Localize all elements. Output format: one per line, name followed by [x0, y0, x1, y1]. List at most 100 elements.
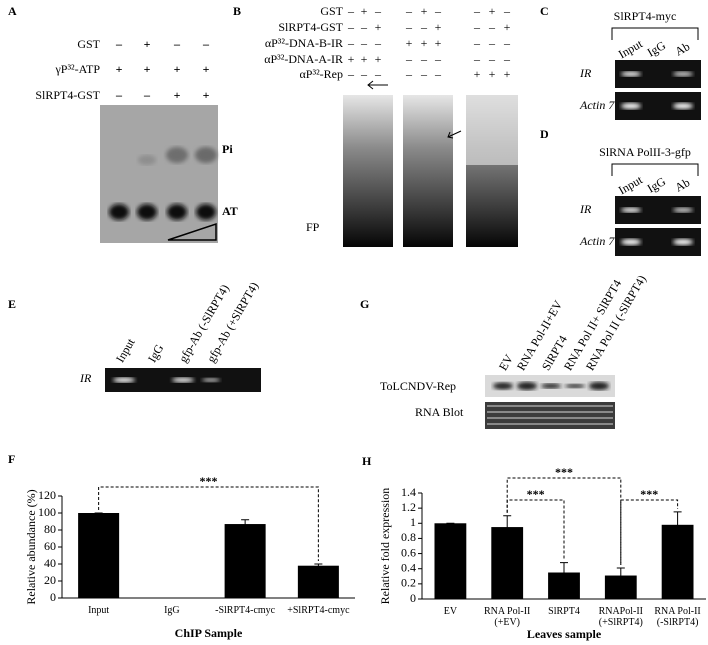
- gel-band: [541, 383, 561, 389]
- sign: –: [347, 67, 355, 81]
- sign: –: [347, 4, 355, 18]
- sign: –: [473, 4, 481, 18]
- sign: –: [488, 52, 496, 66]
- sign: +: [421, 4, 428, 18]
- gel-band: [621, 71, 641, 77]
- sign: –: [405, 67, 413, 81]
- gel-band: [621, 103, 641, 109]
- x-tick-label: RNA Pol-II (-SlRPT4): [654, 606, 701, 628]
- error-bar: [314, 563, 323, 568]
- gel-band: [589, 382, 609, 390]
- sign: –: [374, 4, 382, 18]
- arrow: [447, 130, 462, 139]
- sign: –: [434, 52, 442, 66]
- sign: –: [347, 20, 355, 34]
- y-tick-label: 0.8: [401, 530, 416, 544]
- sign: –: [420, 52, 428, 66]
- sign: +: [375, 52, 382, 66]
- row-label: IR: [579, 202, 592, 216]
- x-tick-label: RNAPol-II (+SlRPT4): [598, 606, 644, 628]
- sign: –: [202, 37, 210, 51]
- error-bar: [560, 562, 568, 583]
- sign: –: [473, 52, 481, 66]
- x-tick-label: IgG: [164, 605, 180, 616]
- y-tick-label: 0: [50, 590, 56, 604]
- sign: –: [405, 20, 413, 34]
- sign: +: [375, 20, 382, 34]
- bar: [297, 565, 339, 598]
- gel-band: [137, 204, 157, 220]
- sign: –: [434, 4, 442, 18]
- x-tick-label: Input: [88, 605, 110, 616]
- lane-label: Ab: [673, 175, 693, 194]
- sign: –: [503, 4, 511, 18]
- panel-header: SlRPT4-myc: [614, 9, 677, 23]
- y-axis-label: Relative abundance (%): [24, 489, 38, 604]
- gel-band: [195, 147, 217, 163]
- significance-label: ***: [640, 487, 658, 501]
- panel-label: G: [360, 297, 369, 311]
- gradient-triangle: [167, 222, 217, 241]
- significance-bracket: [506, 499, 565, 560]
- panel-label: D: [540, 127, 549, 141]
- gel-band: [673, 71, 693, 77]
- sign: –: [405, 4, 413, 18]
- lane-label: IgG: [145, 341, 167, 364]
- significance-bracket: [620, 499, 679, 565]
- x-axis-label: Leaves sample: [527, 627, 602, 641]
- sign: –: [488, 20, 496, 34]
- x-tick-label: EV: [443, 606, 458, 617]
- sign: –: [374, 36, 382, 50]
- sign: –: [473, 20, 481, 34]
- sign: –: [434, 67, 442, 81]
- panel-label: B: [233, 4, 241, 18]
- y-tick-label: 40: [44, 556, 56, 570]
- row-label: αP³²-DNA-A-IR: [264, 52, 343, 66]
- error-bar: [503, 515, 512, 539]
- gel-band: [166, 147, 188, 163]
- row-label: GST: [320, 4, 343, 18]
- lane-label: IgG: [645, 174, 668, 196]
- sign: –: [473, 36, 481, 50]
- y-tick-label: 1.2: [401, 500, 416, 514]
- bar: [491, 527, 524, 599]
- gel-band: [172, 377, 194, 383]
- panel-label: E: [8, 297, 16, 311]
- error-bar: [616, 567, 625, 584]
- error-bar: [241, 519, 250, 529]
- sign: +: [489, 4, 496, 18]
- gel-stripe: [487, 405, 613, 407]
- sign: +: [144, 37, 151, 51]
- sign: –: [503, 36, 511, 50]
- lane-label: Input: [616, 36, 646, 61]
- row-label: RNA Blot: [415, 405, 464, 419]
- gel: [100, 105, 218, 243]
- gel-stripe: [487, 411, 613, 413]
- sign: +: [361, 4, 368, 18]
- row-label: SlRPT4-GST: [278, 20, 343, 34]
- gel-band: [167, 204, 187, 220]
- sign: +: [489, 67, 496, 81]
- row-label: Actin 7: [579, 234, 615, 248]
- y-tick-label: 0.4: [401, 560, 416, 574]
- panel-header: SlRNA PolII-3-gfp: [599, 145, 691, 159]
- sign: –: [374, 67, 382, 81]
- lane-label: IgG: [645, 38, 668, 60]
- gel: [343, 95, 393, 247]
- sign: +: [174, 88, 181, 102]
- sign: +: [348, 52, 355, 66]
- sign: –: [360, 20, 368, 34]
- sign: –: [420, 20, 428, 34]
- error-bar: [673, 511, 682, 539]
- y-tick-label: 60: [44, 539, 56, 553]
- sign: +: [203, 88, 210, 102]
- sign: –: [360, 36, 368, 50]
- bracket: [611, 27, 699, 40]
- sign: –: [488, 36, 496, 50]
- sign: –: [360, 67, 368, 81]
- row-label: IR: [79, 371, 92, 385]
- panel-label: H: [362, 454, 372, 468]
- row-label: Actin 7: [579, 98, 615, 112]
- significance-label: ***: [200, 474, 218, 488]
